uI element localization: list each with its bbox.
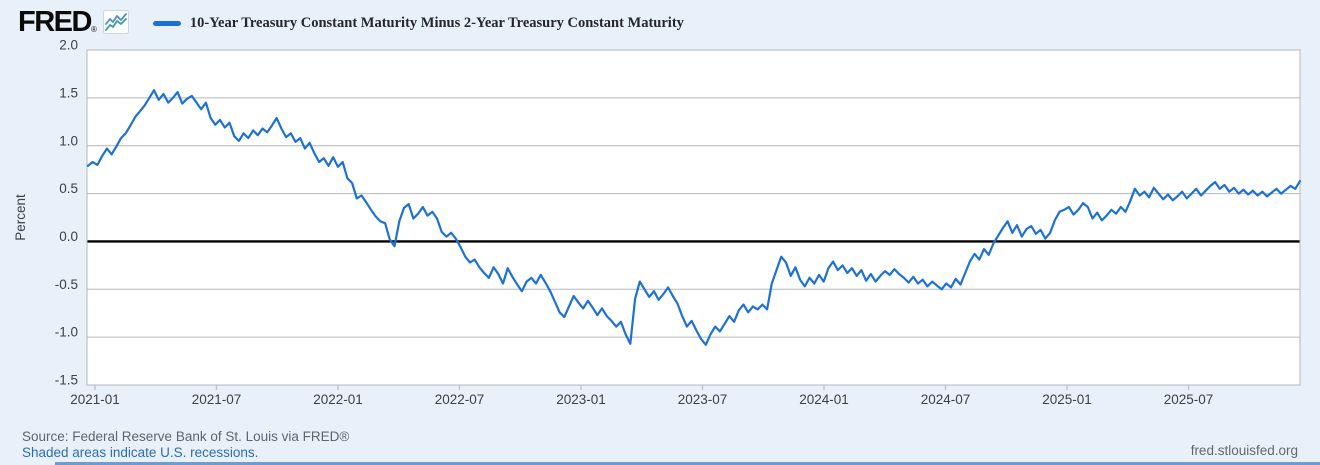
y-tick-label: 2.0 [59, 38, 78, 53]
fred-logo[interactable]: FRED ® [18, 5, 129, 39]
series-line [86, 89, 1302, 346]
x-tick-label: 2022-07 [435, 392, 485, 407]
y-tick-label: 0.5 [59, 181, 78, 196]
y-tick-label: 1.0 [59, 133, 78, 148]
x-tick-label: 2023-07 [678, 392, 728, 407]
y-tick-label: -1.0 [55, 325, 78, 340]
legend-line-swatch [152, 20, 181, 26]
y-tick-label: -1.5 [55, 373, 78, 388]
fred-url-link[interactable]: fred.stlouisfed.org [1190, 443, 1298, 458]
x-tick-label: 2024-01 [799, 392, 849, 407]
fred-sparkline-icon [102, 9, 129, 39]
y-tick-label: 0.0 [59, 229, 78, 244]
plot-border [86, 49, 1301, 386]
x-tick-label: 2021-01 [70, 392, 120, 407]
bottom-accent-bar [55, 462, 1320, 465]
x-tick-label: 2023-01 [556, 392, 606, 407]
series-legend: 10-Year Treasury Constant Maturity Minus… [152, 14, 684, 32]
fred-logo-text: FRED [18, 5, 92, 38]
y-tick-label: -0.5 [55, 277, 78, 292]
source-text: Source: Federal Reserve Bank of St. Loui… [22, 429, 350, 444]
recessions-link[interactable]: Shaded areas indicate U.S. recessions. [22, 445, 259, 460]
x-tick-label: 2024-07 [921, 392, 971, 407]
plot-area[interactable] [87, 50, 1300, 385]
y-tick-label: 1.5 [59, 85, 78, 100]
y-axis-title: Percent [13, 194, 28, 241]
x-tick-label: 2021-07 [192, 392, 242, 407]
registered-mark: ® [90, 24, 97, 34]
x-tick-label: 2025-01 [1042, 392, 1092, 407]
chart-header: FRED ® 10-Year Treasury Constant Maturit… [18, 6, 684, 40]
series-title[interactable]: 10-Year Treasury Constant Maturity Minus… [189, 14, 684, 31]
x-tick-label: 2022-01 [313, 392, 363, 407]
chart-canvas[interactable]: 2.0 1.5 1.0 0.5 0.0 -0.5 -1.0 -1.5 2021-01 2021-0… [0, 0, 1320, 420]
x-tick-label: 2025-07 [1164, 392, 1214, 407]
